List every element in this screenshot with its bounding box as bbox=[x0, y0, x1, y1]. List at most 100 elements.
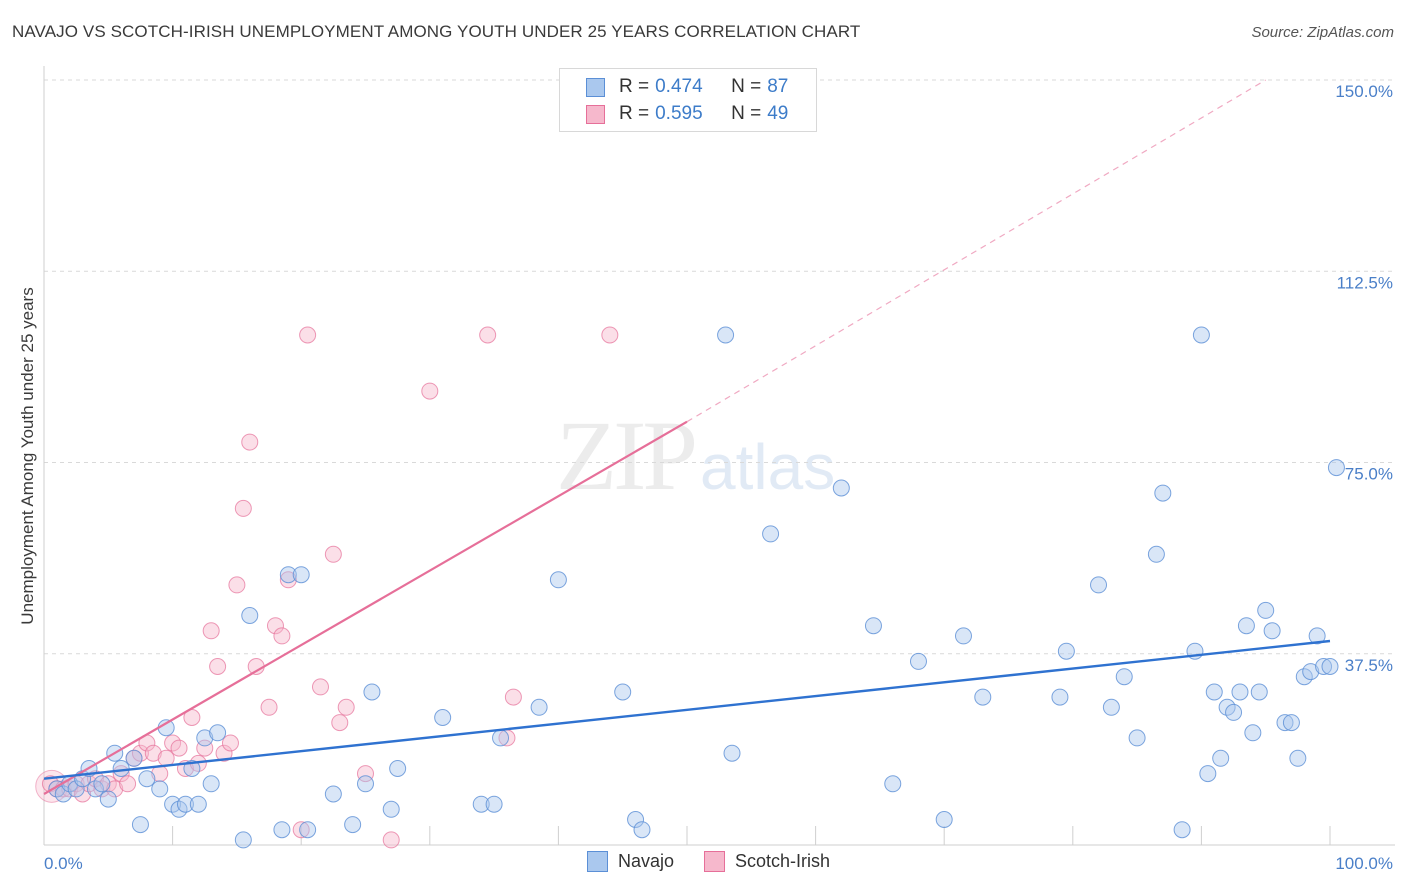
scotch-irish-point bbox=[260, 698, 278, 716]
scotch-irish-point bbox=[299, 326, 317, 344]
navajo-point bbox=[832, 479, 850, 497]
legend-r-label: R = bbox=[619, 76, 650, 97]
legend-r-value-navajo: 0.474 bbox=[655, 76, 703, 97]
navajo-point bbox=[1205, 683, 1223, 701]
y-tick-label: 112.5% bbox=[1337, 273, 1393, 292]
navajo-point bbox=[112, 760, 130, 777]
navajo-point bbox=[1225, 703, 1243, 721]
navajo-point bbox=[723, 744, 741, 762]
navajo-point bbox=[389, 760, 407, 777]
legend-r-label: R = bbox=[619, 103, 650, 124]
navajo-point bbox=[530, 698, 548, 716]
y-tick-label: 37.5% bbox=[1345, 656, 1393, 675]
scotch-irish-point bbox=[119, 775, 137, 793]
legend-label-navajo: Navajo bbox=[618, 851, 675, 871]
legend-row-scotch-irish: R = 0.595 N = 49 bbox=[586, 102, 788, 126]
navajo-point bbox=[1276, 714, 1294, 732]
navajo-point bbox=[299, 821, 317, 839]
navajo-point bbox=[1237, 617, 1255, 635]
navajo-point bbox=[183, 760, 201, 777]
legend-item-scotch-irish[interactable]: Scotch-Irish bbox=[704, 851, 830, 872]
legend-n-value-navajo: 87 bbox=[767, 76, 789, 97]
scotch-irish-cluster-point bbox=[35, 769, 69, 803]
navajo-point bbox=[93, 775, 111, 793]
navajo-point bbox=[884, 775, 902, 793]
legend-n-label: N = bbox=[731, 76, 762, 97]
watermark-atlas: atlas bbox=[700, 431, 836, 503]
scotch-irish-point bbox=[337, 698, 355, 716]
series-legend: Navajo Scotch-Irish bbox=[587, 851, 860, 872]
navajo-point bbox=[1282, 714, 1300, 732]
scotch-irish-trend-extension bbox=[686, 79, 1267, 423]
navajo-point bbox=[954, 627, 972, 645]
watermark: ZIPatlas bbox=[556, 398, 835, 513]
navajo-point bbox=[382, 800, 400, 818]
navajo-point bbox=[189, 795, 207, 813]
navajo-point bbox=[363, 683, 381, 701]
navajo-point bbox=[196, 729, 214, 747]
navajo-point bbox=[627, 811, 645, 828]
scotch-irish-point bbox=[234, 499, 252, 517]
stats-legend: R = 0.474 N = 87 R = 0.595 N = 49 bbox=[559, 68, 817, 132]
scotch-irish-point bbox=[421, 382, 439, 400]
navajo-point bbox=[974, 688, 992, 706]
legend-swatch-scotch-irish bbox=[704, 851, 726, 872]
scotch-irish-point bbox=[215, 744, 233, 762]
navajo-point bbox=[138, 770, 156, 788]
legend-item-navajo[interactable]: Navajo bbox=[587, 851, 674, 872]
navajo-point bbox=[1302, 663, 1320, 681]
navajo-point bbox=[1115, 668, 1133, 686]
scotch-irish-point bbox=[266, 617, 284, 635]
legend-swatch-navajo bbox=[587, 851, 608, 872]
navajo-point bbox=[614, 683, 632, 701]
navajo-point bbox=[202, 775, 220, 793]
navajo-point bbox=[909, 652, 927, 670]
navajo-point bbox=[292, 566, 310, 584]
navajo-point bbox=[1192, 326, 1210, 344]
navajo-point bbox=[1173, 821, 1191, 839]
legend-n-label: N = bbox=[731, 103, 762, 124]
navajo-point bbox=[485, 795, 503, 813]
navajo-point bbox=[1128, 729, 1146, 747]
scotch-irish-point bbox=[601, 326, 619, 344]
scotch-irish-point bbox=[324, 545, 342, 563]
navajo-point bbox=[324, 785, 342, 803]
scotch-irish-point bbox=[504, 688, 522, 706]
scotch-irish-point bbox=[170, 739, 188, 757]
navajo-point bbox=[67, 780, 85, 798]
scotch-irish-point bbox=[292, 821, 310, 839]
navajo-point bbox=[1057, 642, 1075, 660]
scotch-irish-point bbox=[202, 622, 220, 640]
navajo-point bbox=[1257, 601, 1275, 619]
scotch-irish-trend-line bbox=[43, 420, 688, 795]
navajo-point bbox=[1090, 576, 1108, 594]
scotch-irish-point bbox=[382, 831, 400, 849]
navajo-point bbox=[131, 816, 149, 834]
scotch-irish-point bbox=[196, 739, 214, 757]
navajo-point bbox=[1231, 683, 1249, 701]
navajo-point bbox=[1147, 545, 1165, 563]
scotch-irish-point bbox=[331, 714, 349, 732]
navajo-point bbox=[1321, 658, 1339, 675]
scotch-irish-point bbox=[357, 765, 374, 783]
scotch-irish-point bbox=[209, 658, 227, 675]
navajo-point bbox=[357, 775, 374, 793]
navajo-trend-line bbox=[43, 639, 1331, 780]
navajo-point bbox=[1263, 622, 1281, 640]
scotch-irish-point bbox=[228, 576, 246, 594]
navajo-point bbox=[209, 724, 227, 742]
navajo-point bbox=[549, 571, 567, 589]
scotch-irish-point bbox=[241, 433, 259, 451]
y-tick-label: 150.0% bbox=[1335, 82, 1393, 101]
navajo-point bbox=[762, 525, 780, 543]
navajo-point bbox=[176, 795, 194, 813]
navajo-point bbox=[241, 607, 259, 624]
chart-title: NAVAJO VS SCOTCH-IRISH UNEMPLOYMENT AMON… bbox=[12, 22, 861, 41]
navajo-point bbox=[54, 785, 72, 803]
navajo-point bbox=[1308, 627, 1326, 645]
scotch-irish-point bbox=[144, 744, 162, 762]
navajo-point bbox=[1199, 765, 1217, 783]
navajo-point bbox=[1051, 688, 1069, 706]
navajo-point bbox=[1154, 484, 1172, 502]
navajo-point bbox=[151, 780, 169, 798]
